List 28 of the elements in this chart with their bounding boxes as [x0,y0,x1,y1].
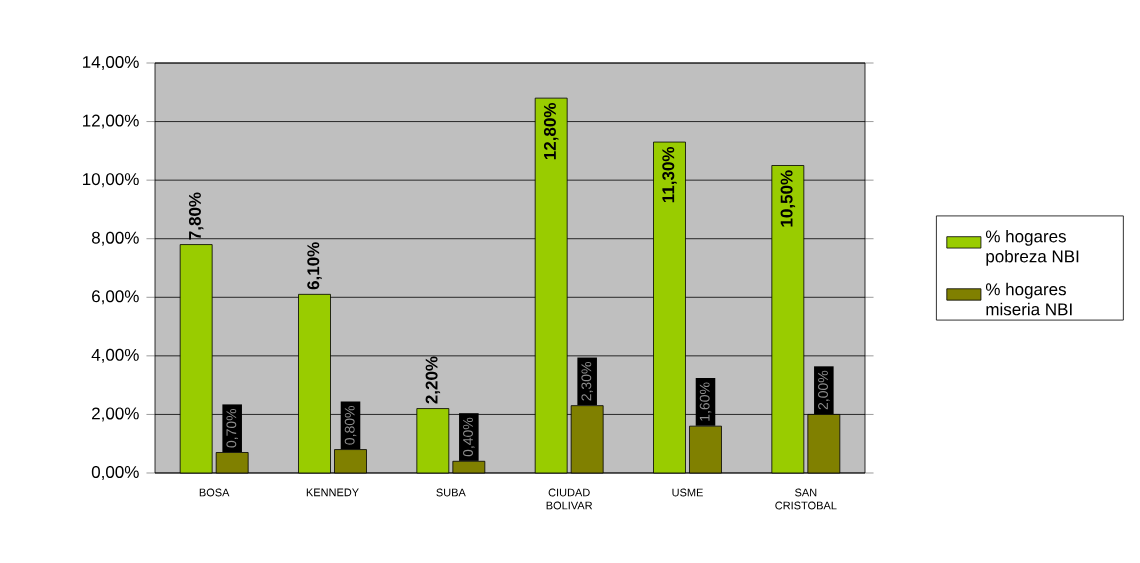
data-label: 0,40% [463,417,475,457]
x-tick-label: CIUDAD BOLIVAR [546,488,593,510]
data-label: 11,30% [662,146,677,203]
y-tick-label: 8,00% [91,231,139,246]
x-tick-label: BOSA [199,488,230,497]
y-tick-label: 14,00% [83,55,139,71]
data-label: 1,60% [699,382,712,421]
data-label: 12,80% [543,102,559,160]
x-tick-label: KENNEDY [306,488,359,497]
data-label: 0,70% [226,408,238,448]
x-tick-label: SUBA [436,488,466,497]
y-tick-label: 0,00% [91,465,139,481]
x-tick-label: USME [672,488,703,497]
legend-label: % hogares pobreza NBI [985,229,1079,266]
x-tick-label: SAN CRISTOBAL [775,488,837,510]
data-label: 2,20% [425,356,441,404]
legend-label: % hogares miseria NBI [985,282,1072,316]
data-label: 10,50% [780,170,796,227]
y-tick-label: 4,00% [91,348,139,363]
y-tick-label: 2,00% [92,407,139,422]
data-label: 6,10% [307,242,322,290]
data-label: 0,80% [344,405,357,445]
y-tick-label: 6,00% [92,290,139,305]
y-tick-label: 10,00% [83,173,139,188]
data-label: 7,80% [188,192,204,240]
data-label: 2,30% [581,362,593,401]
data-label: 2,00% [818,370,830,410]
y-tick-label: 12,00% [83,114,139,129]
